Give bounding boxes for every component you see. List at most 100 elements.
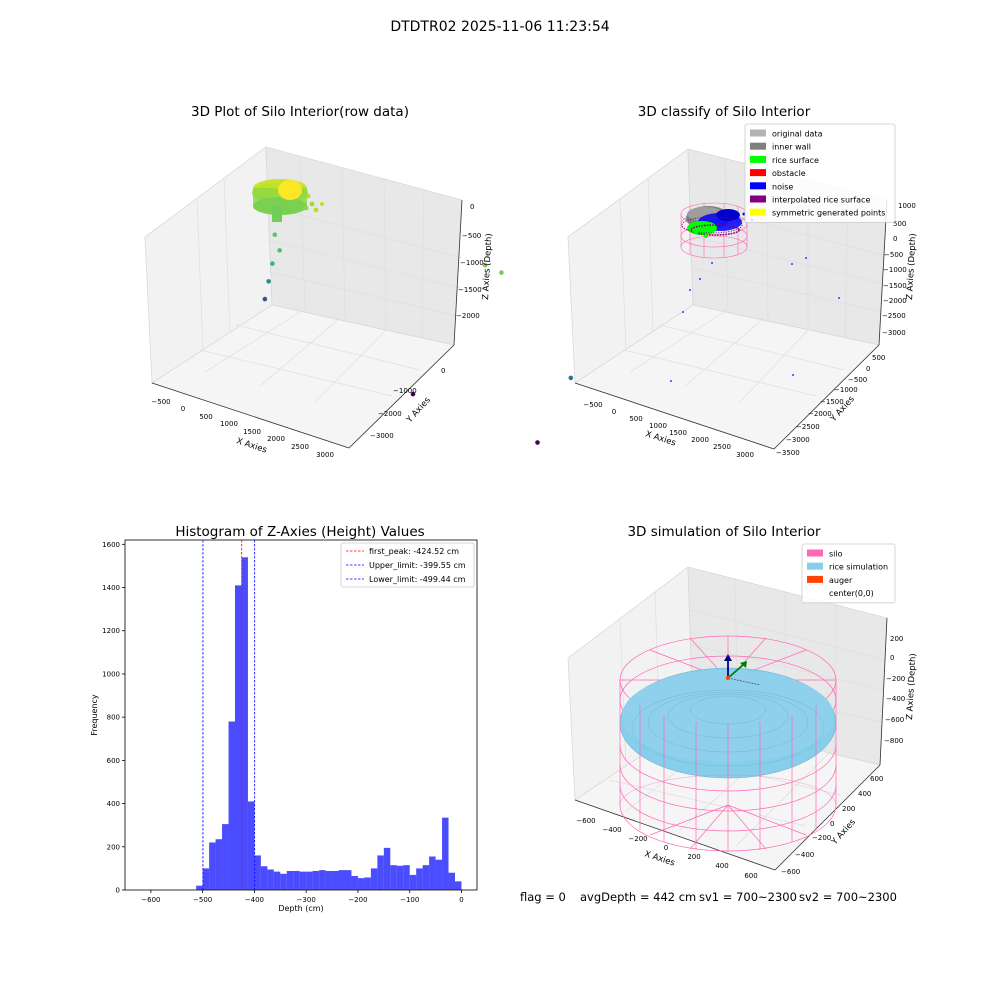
raw-xticks: −500 0 500 1000 1500 2000 2500 3000 xyxy=(151,398,334,459)
hist-ytick-label: 0 xyxy=(116,887,120,895)
sim-xtick: 600 xyxy=(744,872,757,880)
hist-bar xyxy=(306,871,313,890)
classify-ytick: −500 xyxy=(848,376,867,384)
footer-avg-depth: avgDepth = 442 cm xyxy=(580,890,696,904)
classify-xtick: 500 xyxy=(629,415,642,423)
sim-ytick: −600 xyxy=(781,868,800,876)
sim-axes xyxy=(574,617,888,871)
raw-points xyxy=(262,232,574,445)
sim-legend-label: center(0,0) xyxy=(829,589,874,598)
raw-ztick: −500 xyxy=(462,232,481,240)
hist-xticks: −600 −500 −400 −300 −200 −100 0 xyxy=(141,890,464,904)
sim-legend-box xyxy=(801,543,896,604)
hist-xtick-label: −100 xyxy=(400,896,419,904)
classify-legend-label: noise xyxy=(772,182,793,191)
classify-ytick: −3000 xyxy=(786,436,810,444)
raw-xtick: 3000 xyxy=(316,451,334,459)
hist-bar xyxy=(325,870,333,890)
classify-legend-label: obstacle xyxy=(772,169,806,178)
hist-bar xyxy=(241,557,248,890)
hist-bar xyxy=(338,870,345,890)
sim-ytick: −200 xyxy=(812,834,831,842)
sim-ytick: 0 xyxy=(830,820,834,828)
classify-legend-swatch xyxy=(750,142,766,150)
hist-bar xyxy=(247,801,255,890)
classify-legend-label: inner wall xyxy=(772,143,811,152)
sim-yticks: 600 400 200 0 −200 −400 −600 xyxy=(781,775,883,876)
raw-ztick: −1000 xyxy=(460,259,484,267)
classify-ytick: 500 xyxy=(872,354,885,362)
hist-bar xyxy=(377,855,384,890)
hist-bar xyxy=(422,865,430,890)
hist-bar xyxy=(286,870,294,890)
hist-bar xyxy=(455,881,462,890)
hist-ytick-label: 1200 xyxy=(102,627,120,635)
sim-xtick: −600 xyxy=(576,817,595,825)
hist-bar xyxy=(209,842,216,890)
hist-bar xyxy=(383,847,391,890)
panel-simulation: 3D simulation of Silo Interior xyxy=(567,524,918,880)
hist-ytick-label: 400 xyxy=(107,800,120,808)
raw-grid xyxy=(196,155,463,403)
sim-zlabel: Z Axies (Depth) xyxy=(905,653,918,720)
sim-xtick: 400 xyxy=(715,862,728,870)
classify-legend-label: original data xyxy=(772,130,823,139)
footer-sv2: sv2 = 700~2300 xyxy=(799,890,897,904)
classify-xtick: 2500 xyxy=(713,443,731,451)
sim-xlabel: X Axies xyxy=(643,849,676,868)
raw-ytick: −2000 xyxy=(378,410,402,418)
raw-ylabel: Y Axies xyxy=(404,395,433,426)
panel-histogram: Histogram of Z-Axies (Height) Values −60… xyxy=(90,524,478,913)
classify-ztick: −500 xyxy=(884,251,903,259)
hist-lines xyxy=(202,540,256,890)
raw-ytick: −1000 xyxy=(393,387,417,395)
sim-xtick: −200 xyxy=(628,835,647,843)
raw-point xyxy=(262,296,268,302)
sim-ztick: 0 xyxy=(890,654,894,662)
classify-ztick: −1000 xyxy=(883,266,907,274)
classify-ztick: −3000 xyxy=(882,329,906,337)
classify-legend-swatch xyxy=(750,195,766,203)
raw-ztick: −1500 xyxy=(458,286,482,294)
classify-ytick: −2000 xyxy=(808,410,832,418)
hist-bar xyxy=(429,856,436,890)
hist-bar xyxy=(215,839,223,890)
classify-axes xyxy=(574,199,888,450)
classify-legend-swatch xyxy=(750,208,766,216)
hist-ytick-label: 1600 xyxy=(102,541,120,549)
classify-ztick: −2500 xyxy=(882,312,906,320)
classify-xtick: 1000 xyxy=(649,422,667,430)
hist-bar xyxy=(222,824,229,890)
classify-ztick: 0 xyxy=(893,235,897,243)
sim-ytick: −400 xyxy=(795,851,814,859)
raw-xtick: 2000 xyxy=(267,435,285,443)
hist-bars xyxy=(196,557,462,890)
hist-bar xyxy=(299,871,307,890)
sim-xtick: 200 xyxy=(687,853,700,861)
classify-yticks: 500 0 −500 −1000 −1500 −2000 −2500 −3000… xyxy=(776,354,885,457)
panel-classify: 3D classify of Silo Interior xyxy=(567,104,918,459)
raw-xtick: 500 xyxy=(199,413,212,421)
hist-bar xyxy=(312,870,320,890)
hist-ytick-label: 200 xyxy=(107,843,120,851)
raw-axes xyxy=(151,199,463,449)
sim-xtick: 0 xyxy=(664,844,668,852)
classify-cloud xyxy=(681,206,754,238)
classify-xtick: 2000 xyxy=(691,436,709,444)
classify-legend: original data inner wall rice surface obsta… xyxy=(744,123,896,223)
figure-suptitle: DTDTR02 2025-11-06 11:23:54 xyxy=(390,19,609,35)
sim-legend-swatch xyxy=(807,549,823,557)
hist-bar xyxy=(416,868,423,890)
hist-bar xyxy=(267,869,274,890)
hist-yticks: 0 200 400 600 800 1000 1200 1400 1600 xyxy=(102,541,125,895)
hist-bar xyxy=(260,866,268,890)
sim-zticks: 200 0 −200 −400 −600 −800 xyxy=(884,635,905,745)
sim-auger xyxy=(724,654,761,686)
raw-point xyxy=(266,279,271,284)
sim-rice-surface xyxy=(619,667,837,779)
sim-ytick: 600 xyxy=(870,775,883,783)
classify-ztick: 500 xyxy=(893,220,906,228)
hist-bar xyxy=(435,859,443,890)
raw-xtick: 2500 xyxy=(291,443,309,451)
